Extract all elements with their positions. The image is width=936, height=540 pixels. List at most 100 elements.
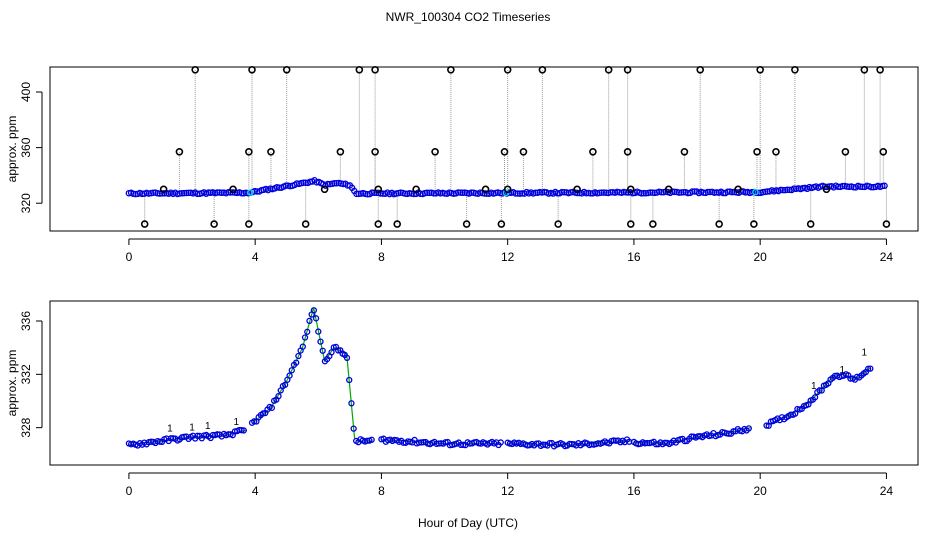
top-data-point	[856, 183, 864, 190]
top-data-point	[149, 189, 157, 197]
top-data-point	[426, 189, 433, 197]
top-outlier-point	[447, 65, 455, 74]
top-outlier-point	[336, 147, 345, 156]
top-outlier-point	[626, 185, 635, 194]
bottom-y-tick-label: 336	[19, 311, 33, 331]
top-outlier-point	[519, 147, 528, 156]
top-outlier-point	[503, 185, 512, 194]
top-x-tick-label: 8	[378, 250, 385, 264]
bottom-x-tick-label: 20	[754, 484, 768, 498]
bottom-series-line	[507, 440, 631, 446]
bottom-x-tick-label: 24	[880, 484, 894, 498]
top-outlier-point	[573, 185, 581, 194]
bottom-y-axis: 328 332 336	[19, 311, 43, 438]
bottom-y-axis-label: approx. ppm	[5, 350, 19, 417]
top-data-point	[368, 189, 376, 196]
top-outlier-point	[753, 147, 761, 156]
top-data-point	[881, 182, 888, 190]
top-data-point	[704, 188, 712, 196]
bottom-data-point	[811, 394, 819, 401]
bottom-data-point	[293, 359, 300, 366]
top-data-point	[331, 180, 338, 187]
top-data-point	[706, 188, 714, 196]
bottom-data-point	[286, 372, 293, 379]
bottom-data-point	[348, 400, 355, 407]
bottom-data-point	[238, 427, 245, 434]
top-data-point	[353, 190, 360, 198]
bottom-x-tick-label: 0	[126, 484, 133, 498]
figure-title: NWR_100304 CO2 Timeseries	[386, 10, 551, 24]
top-outlier-point	[412, 185, 420, 194]
top-x-tick-label: 4	[252, 250, 259, 264]
top-data-point	[417, 190, 424, 198]
top-outlier-point	[554, 220, 562, 228]
top-outlier-point	[175, 147, 184, 156]
top-data-point	[324, 180, 332, 188]
bottom-data-point	[304, 328, 311, 335]
top-outlier-point	[159, 185, 168, 194]
bottom-data-point	[867, 365, 874, 372]
top-y-tick-label: 320	[19, 193, 33, 213]
top-data-point	[532, 189, 539, 196]
top-data-point	[724, 188, 731, 195]
bottom-data-point	[275, 392, 282, 400]
top-x-tick-label: 20	[754, 250, 768, 264]
top-outlier-point	[604, 65, 613, 74]
bottom-data-point	[319, 347, 326, 354]
top-outlier-point	[538, 65, 547, 74]
top-data-point	[748, 188, 756, 196]
bottom-x-axis: 0 4 8 12 16 20 24	[126, 472, 894, 498]
bottom-data-point	[240, 427, 247, 434]
top-data-point	[238, 189, 245, 197]
top-data-point	[647, 189, 654, 196]
top-data-point	[689, 188, 696, 195]
bottom-data-point	[497, 439, 504, 446]
top-data-point	[423, 189, 431, 196]
top-data-point	[638, 190, 645, 197]
top-outlier-point	[355, 65, 364, 74]
bottom-data-point	[546, 439, 553, 447]
bottom-data-point	[251, 418, 258, 425]
bottom-red-marker: 1	[205, 421, 211, 432]
top-cyan-point	[247, 189, 254, 196]
bottom-x-tick-label: 12	[501, 484, 515, 498]
bottom-red-marker: 1	[189, 422, 195, 433]
top-y-tick-label: 360	[19, 137, 33, 157]
top-data-point	[558, 188, 566, 196]
bottom-data-point	[328, 349, 335, 356]
top-data-point	[218, 189, 225, 197]
bottom-x-tick-label: 16	[627, 484, 641, 498]
top-data-series	[125, 65, 891, 228]
top-data-point	[640, 189, 647, 197]
top-outlier-point	[320, 185, 329, 194]
top-data-point	[355, 190, 362, 198]
bottom-x-tick-label: 4	[252, 484, 259, 498]
top-outlier-point	[664, 185, 673, 194]
top-data-point	[282, 182, 290, 189]
bottom-data-point	[281, 381, 289, 388]
top-data-point	[457, 189, 464, 196]
x-axis-label: Hour of Day (UTC)	[418, 516, 518, 530]
bottom-red-marker: 1	[839, 365, 845, 376]
top-outlier-point	[503, 65, 512, 74]
top-data-point	[583, 189, 590, 197]
top-outlier-point	[791, 65, 799, 74]
top-x-tick-label: 16	[627, 250, 641, 264]
top-data-point	[879, 182, 886, 190]
top-data-point	[158, 190, 166, 197]
top-outlier-point	[696, 65, 705, 74]
bottom-data-point	[306, 317, 313, 325]
bottom-data-point	[745, 425, 752, 432]
top-data-point	[468, 189, 475, 196]
top-data-point	[779, 186, 787, 194]
top-data-point	[185, 189, 192, 197]
top-outlier-point	[248, 65, 256, 74]
top-data-point	[454, 189, 462, 196]
top-panel: approx. ppm 0 4 8 12 16 20 24 320 360 400	[5, 65, 919, 264]
top-outlier-point	[626, 220, 635, 228]
top-outlier-point	[301, 220, 310, 228]
top-outlier-point	[371, 65, 379, 74]
bottom-data-point	[763, 422, 770, 429]
